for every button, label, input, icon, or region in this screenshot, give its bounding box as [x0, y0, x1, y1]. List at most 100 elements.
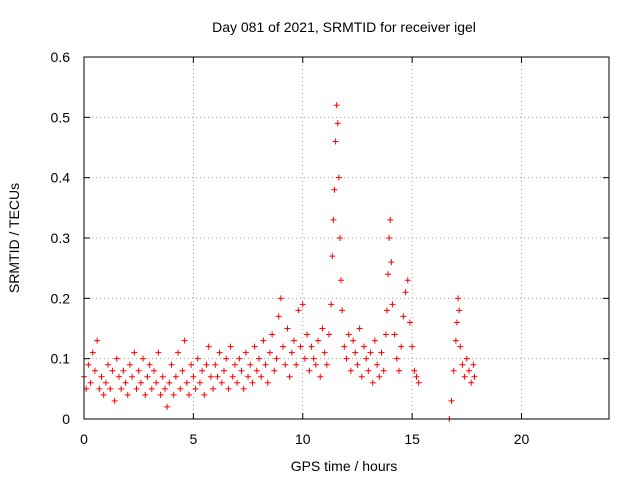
data-point	[450, 367, 457, 374]
data-point	[100, 391, 107, 398]
data-point	[273, 355, 280, 362]
data-point	[105, 361, 112, 368]
x-tick-label: 5	[189, 431, 197, 447]
data-point	[280, 343, 287, 350]
data-point	[323, 361, 330, 368]
data-point	[387, 216, 394, 223]
data-point	[192, 385, 199, 392]
data-point	[354, 361, 361, 368]
data-point	[456, 307, 463, 314]
data-point	[453, 319, 460, 326]
data-point	[275, 313, 282, 320]
data-point	[315, 337, 322, 344]
data-point	[335, 174, 342, 181]
data-point	[277, 295, 284, 302]
data-point	[295, 307, 302, 314]
data-point	[131, 349, 138, 356]
x-tick-label: 0	[80, 431, 88, 447]
y-tick-label: 0.6	[51, 49, 71, 65]
data-point	[260, 337, 267, 344]
data-point	[310, 355, 317, 362]
data-point	[137, 379, 144, 386]
data-point	[378, 349, 385, 356]
data-point	[223, 355, 230, 362]
y-tick-label: 0.3	[51, 230, 71, 246]
y-tick-label: 0.1	[51, 351, 71, 367]
data-point	[306, 367, 313, 374]
data-point	[356, 325, 363, 332]
data-point	[338, 277, 345, 284]
data-point	[396, 367, 402, 374]
data-point	[129, 373, 136, 380]
data-point	[212, 361, 219, 368]
ticks	[83, 56, 609, 420]
data-point	[159, 373, 166, 380]
data-point	[468, 379, 475, 386]
data-point	[168, 361, 175, 368]
data-point	[146, 361, 153, 368]
data-point	[271, 367, 278, 374]
data-point	[330, 216, 337, 223]
data-point	[404, 277, 411, 284]
data-point	[177, 385, 184, 392]
data-point	[161, 385, 168, 392]
data-point	[207, 373, 214, 380]
data-point	[293, 361, 300, 368]
data-point	[266, 349, 273, 356]
data-point	[253, 367, 260, 374]
x-axis-label: GPS time / hours	[291, 458, 398, 474]
data-point	[107, 385, 114, 392]
data-point	[380, 367, 387, 374]
data-point	[203, 361, 210, 368]
data-point	[388, 259, 395, 266]
data-point	[288, 349, 295, 356]
data-point	[194, 355, 201, 362]
data-point	[229, 373, 236, 380]
data-point	[415, 379, 422, 386]
data-point	[210, 385, 217, 392]
data-point	[205, 343, 212, 350]
data-point	[164, 403, 171, 410]
data-point	[258, 373, 265, 380]
y-tick-label: 0.2	[51, 290, 71, 306]
data-point	[227, 343, 234, 350]
data-point	[343, 355, 350, 362]
data-point	[398, 343, 405, 350]
data-point	[452, 337, 459, 344]
data-point	[155, 349, 162, 356]
data-point	[317, 373, 324, 380]
data-point	[126, 361, 133, 368]
data-point	[221, 367, 227, 374]
data-point	[406, 319, 413, 326]
data-point	[448, 397, 455, 404]
chart-title: Day 081 of 2021, SRMTID for receiver ige…	[212, 19, 476, 35]
data-point	[242, 349, 249, 356]
data-point	[264, 379, 271, 386]
data-point	[247, 361, 254, 368]
data-point	[382, 331, 389, 338]
data-point	[201, 391, 208, 398]
data-point	[133, 385, 140, 392]
data-point	[240, 385, 247, 392]
data-point	[183, 379, 190, 386]
data-point	[402, 289, 409, 296]
data-point	[116, 373, 122, 380]
data-point	[98, 373, 105, 380]
data-point	[385, 271, 392, 278]
data-point	[144, 373, 151, 380]
data-point	[196, 379, 203, 386]
data-point	[326, 331, 332, 338]
data-point	[297, 343, 304, 350]
data-point	[411, 367, 418, 374]
data-point	[96, 385, 103, 392]
data-point	[225, 385, 232, 392]
data-point	[85, 361, 92, 368]
data-point	[299, 301, 306, 308]
data-point	[148, 385, 155, 392]
data-point	[365, 367, 372, 374]
data-point	[339, 307, 346, 314]
data-point	[329, 253, 336, 260]
data-point	[122, 379, 129, 386]
y-axis-label: SRMTID / TECUs	[6, 183, 22, 293]
